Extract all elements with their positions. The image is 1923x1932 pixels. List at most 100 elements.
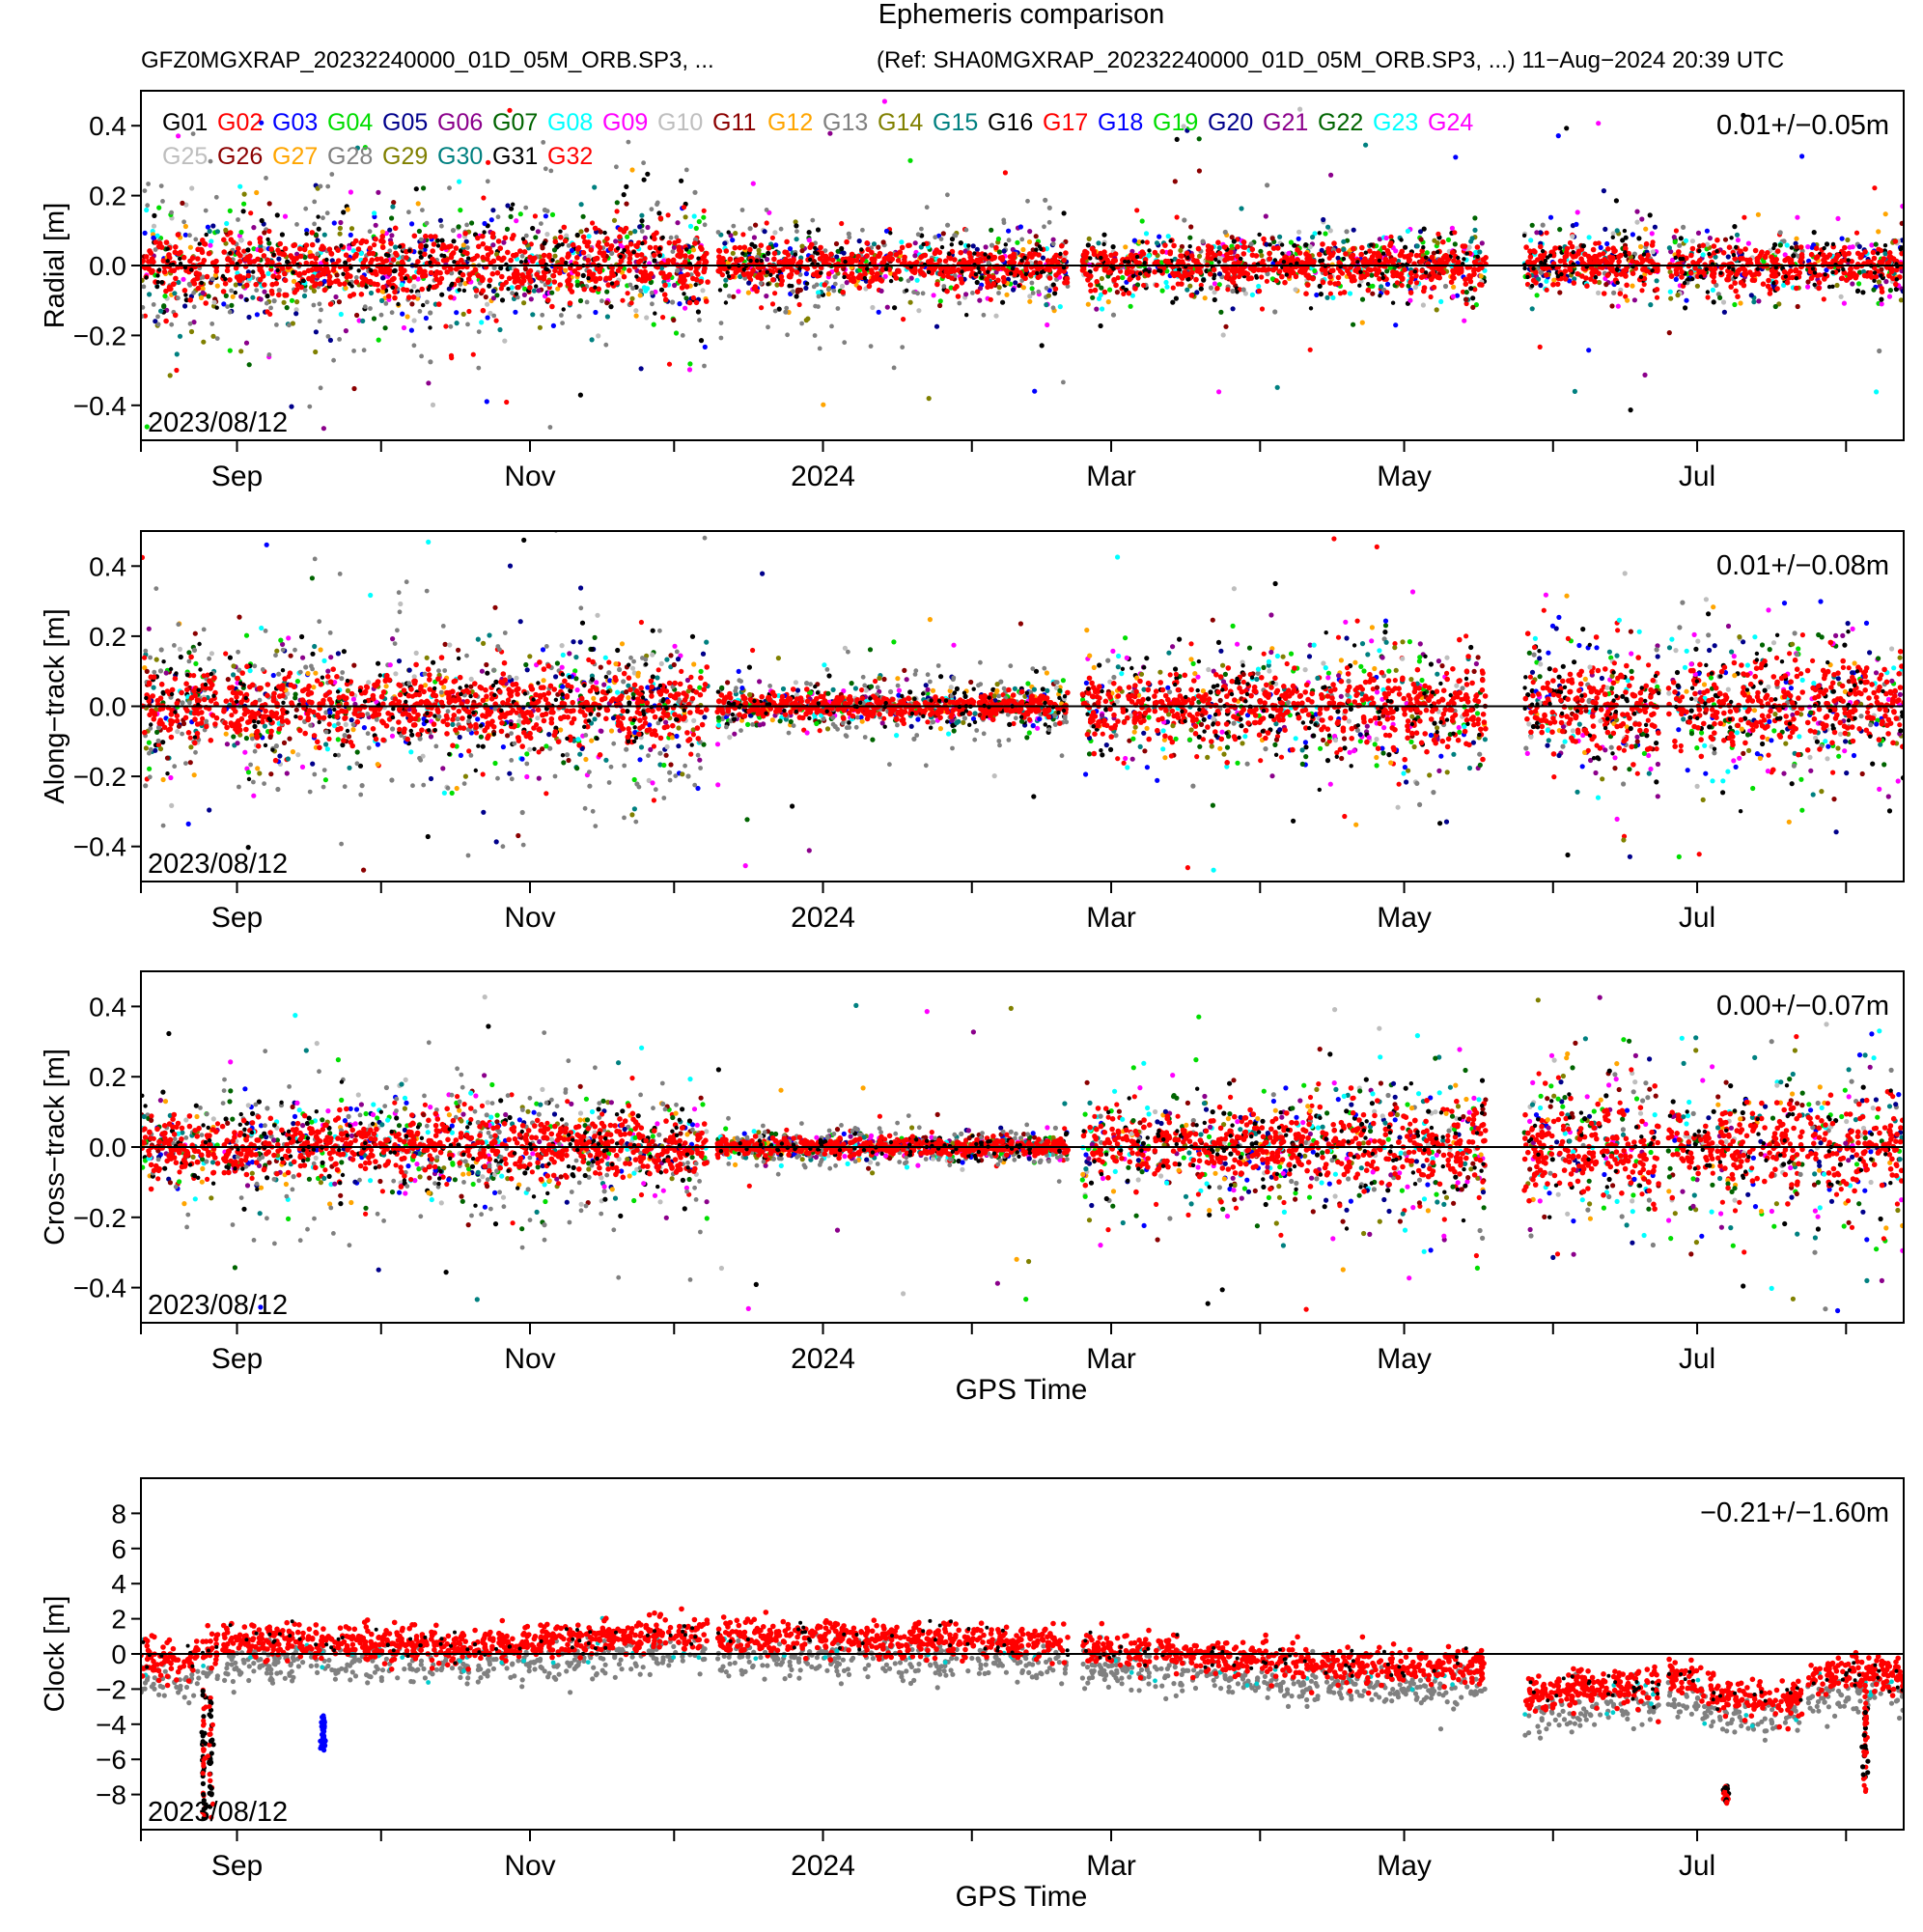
data-point [787,246,794,252]
data-point [764,220,769,226]
data-point [1850,281,1855,287]
data-point [1616,254,1622,260]
data-point [1523,244,1529,250]
data-point [313,349,319,355]
data-point [580,234,587,240]
data-point [514,252,519,258]
data-point [326,273,333,280]
data-point [1187,235,1193,240]
data-point [275,274,282,280]
data-point [701,268,707,275]
data-point [963,292,969,297]
data-point [476,365,482,371]
data-point [1472,227,1478,233]
data-point [1040,255,1046,261]
data-point [1873,273,1880,280]
data-point [769,301,776,307]
data-point [200,286,206,292]
data-point [1229,235,1235,240]
data-point [389,233,395,238]
data-point [795,278,802,285]
data-point [731,223,737,229]
data-point [1384,290,1390,295]
data-point [258,243,264,249]
data-point [993,313,999,319]
data-point [693,268,699,275]
data-point [145,203,151,209]
data-point [1673,228,1679,234]
data-point [379,244,386,250]
data-point [1440,238,1446,245]
data-point [889,256,896,263]
data-point [1000,266,1006,271]
data-point [319,307,323,313]
data-point [995,277,1001,284]
data-point [1443,253,1450,260]
data-point [1295,246,1300,253]
data-point [485,252,491,258]
data-point [1879,259,1885,266]
data-point [1230,306,1236,312]
data-point [1405,228,1410,234]
data-point [842,340,848,346]
data-point [562,238,569,244]
data-point [970,243,976,249]
data-point [825,291,832,297]
data-point [379,234,386,239]
data-point [1593,275,1599,280]
data-point [548,168,554,174]
data-point [1462,257,1466,262]
data-point [1688,252,1694,259]
data-point [1212,281,1217,287]
data-point [399,282,404,288]
data-point [1403,244,1408,250]
data-point [460,311,466,317]
data-point [1216,389,1222,395]
data-point [1120,274,1126,281]
data-point [329,258,335,264]
data-point [1697,268,1704,275]
data-point [748,258,753,264]
data-point [353,275,359,280]
data-point [702,363,707,369]
data-point [360,318,366,323]
data-point [250,294,256,300]
data-point [592,225,599,232]
data-point [187,297,193,303]
data-point [419,353,424,359]
data-point [1839,275,1846,282]
data-point [1871,287,1877,293]
data-point [1634,219,1640,225]
data-point [367,229,373,235]
data-point [1320,279,1326,286]
data-point [740,232,746,238]
data-point [480,276,486,282]
data-point [1001,217,1007,223]
data-point [1280,251,1285,256]
data-point [1310,275,1316,282]
data-point [262,230,267,236]
data-point [869,249,875,256]
data-point [1020,285,1026,291]
data-point [1615,280,1620,285]
data-point [166,286,173,293]
data-point [352,238,359,244]
data-point [453,245,460,251]
data-point [1209,244,1214,251]
data-point [822,248,828,253]
data-point [876,309,881,315]
data-point [242,256,248,263]
data-point [251,269,256,274]
data-point [1633,260,1640,266]
data-point [348,189,353,195]
data-point [559,313,564,318]
data-point [869,256,875,263]
data-point [328,250,334,257]
data-point [266,352,272,357]
data-point [803,270,810,277]
data-point [321,232,327,238]
data-point [737,257,742,264]
data-point [1236,273,1242,280]
data-point [1096,240,1101,246]
data-point [1209,260,1214,266]
